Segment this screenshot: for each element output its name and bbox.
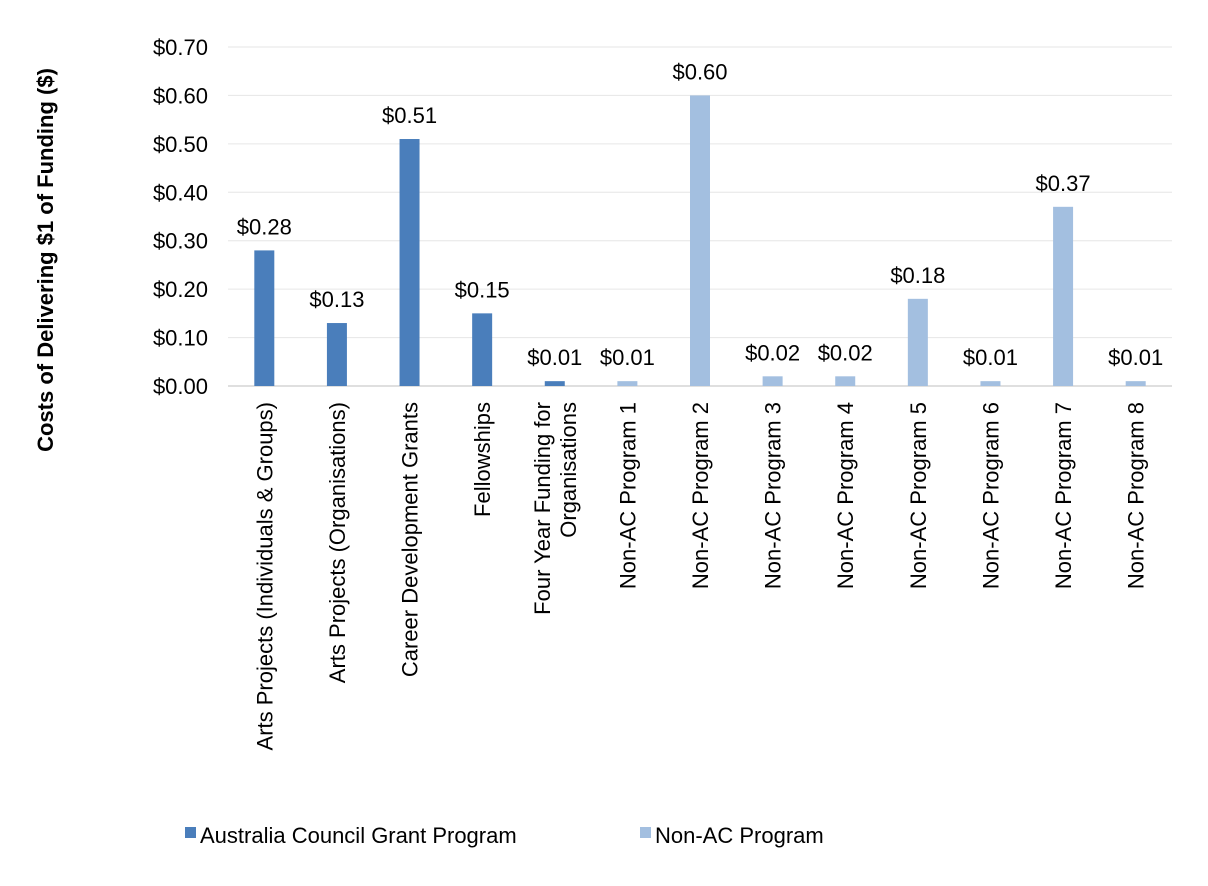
data-label: $0.01 — [963, 345, 1018, 370]
legend: Australia Council Grant Program Non-AC Pr… — [185, 823, 824, 848]
y-tick-label: $0.20 — [153, 277, 208, 302]
bar — [544, 381, 565, 386]
bars — [254, 95, 1146, 386]
data-label: $0.02 — [818, 340, 873, 365]
bar — [1125, 381, 1146, 386]
bar — [326, 323, 347, 386]
bar — [399, 139, 420, 386]
y-tick-label: $0.60 — [153, 83, 208, 108]
bar — [907, 298, 928, 386]
data-label: $0.13 — [309, 287, 364, 312]
legend-label: Australia Council Grant Program — [200, 823, 517, 848]
y-tick-labels: $0.00 $0.10 $0.20 $0.30 $0.40 $0.50 $0.60 $0.70 — [153, 35, 208, 399]
x-tick-label: Four Year Funding forOrganisations — [530, 402, 581, 615]
x-tick-label: Non-AC Program 5 — [906, 402, 931, 589]
bar — [762, 376, 783, 386]
y-tick-label: $0.70 — [153, 35, 208, 60]
x-tick-label: Fellowships — [470, 402, 495, 517]
bar — [690, 95, 710, 386]
y-tick-label: $0.10 — [153, 326, 208, 351]
y-tick-label: $0.00 — [153, 374, 208, 399]
data-label: $0.60 — [672, 59, 727, 84]
x-tick-label: Non-AC Program 2 — [688, 402, 713, 589]
data-label: $0.01 — [600, 345, 655, 370]
bar — [1053, 206, 1074, 386]
x-tick-labels: Arts Projects (Individuals & Groups) Arts… — [252, 402, 1148, 750]
x-tick-label: Non-AC Program 8 — [1124, 402, 1149, 589]
x-tick-label: Non-AC Program 3 — [761, 402, 786, 589]
data-label: $0.37 — [1036, 171, 1091, 196]
legend-label: Non-AC Program — [655, 823, 824, 848]
data-labels: $0.28 $0.13 $0.51 $0.15 $0.01 $0.01 $0.60 $0.02… — [237, 59, 1163, 370]
legend-swatch — [185, 827, 196, 838]
x-tick-label: Non-AC Program 4 — [833, 402, 858, 589]
data-label: $0.28 — [237, 214, 292, 239]
x-tick-label: Career Development Grants — [398, 402, 423, 677]
data-label: $0.15 — [455, 277, 510, 302]
x-tick-label: Arts Projects (Individuals & Groups) — [252, 402, 277, 750]
x-tick-label: Non-AC Program 7 — [1051, 402, 1076, 589]
y-tick-label: $0.40 — [153, 180, 208, 205]
data-label: $0.01 — [527, 345, 582, 370]
data-label: $0.18 — [890, 263, 945, 288]
bar — [254, 250, 275, 386]
data-label: $0.51 — [382, 103, 437, 128]
legend-swatch — [640, 827, 651, 838]
bar — [835, 376, 856, 386]
y-tick-label: $0.30 — [153, 229, 208, 254]
x-tick-label: Arts Projects (Organisations) — [325, 402, 350, 683]
y-axis-label: Costs of Delivering $1 of Funding ($) — [33, 68, 58, 452]
data-label: $0.01 — [1108, 345, 1163, 370]
data-label: $0.02 — [745, 340, 800, 365]
bar — [472, 313, 493, 386]
bar — [617, 381, 638, 386]
y-tick-label: $0.50 — [153, 132, 208, 157]
x-tick-label: Non-AC Program 1 — [615, 402, 640, 589]
bar — [980, 381, 1001, 386]
x-tick-label: Non-AC Program 6 — [978, 402, 1003, 589]
